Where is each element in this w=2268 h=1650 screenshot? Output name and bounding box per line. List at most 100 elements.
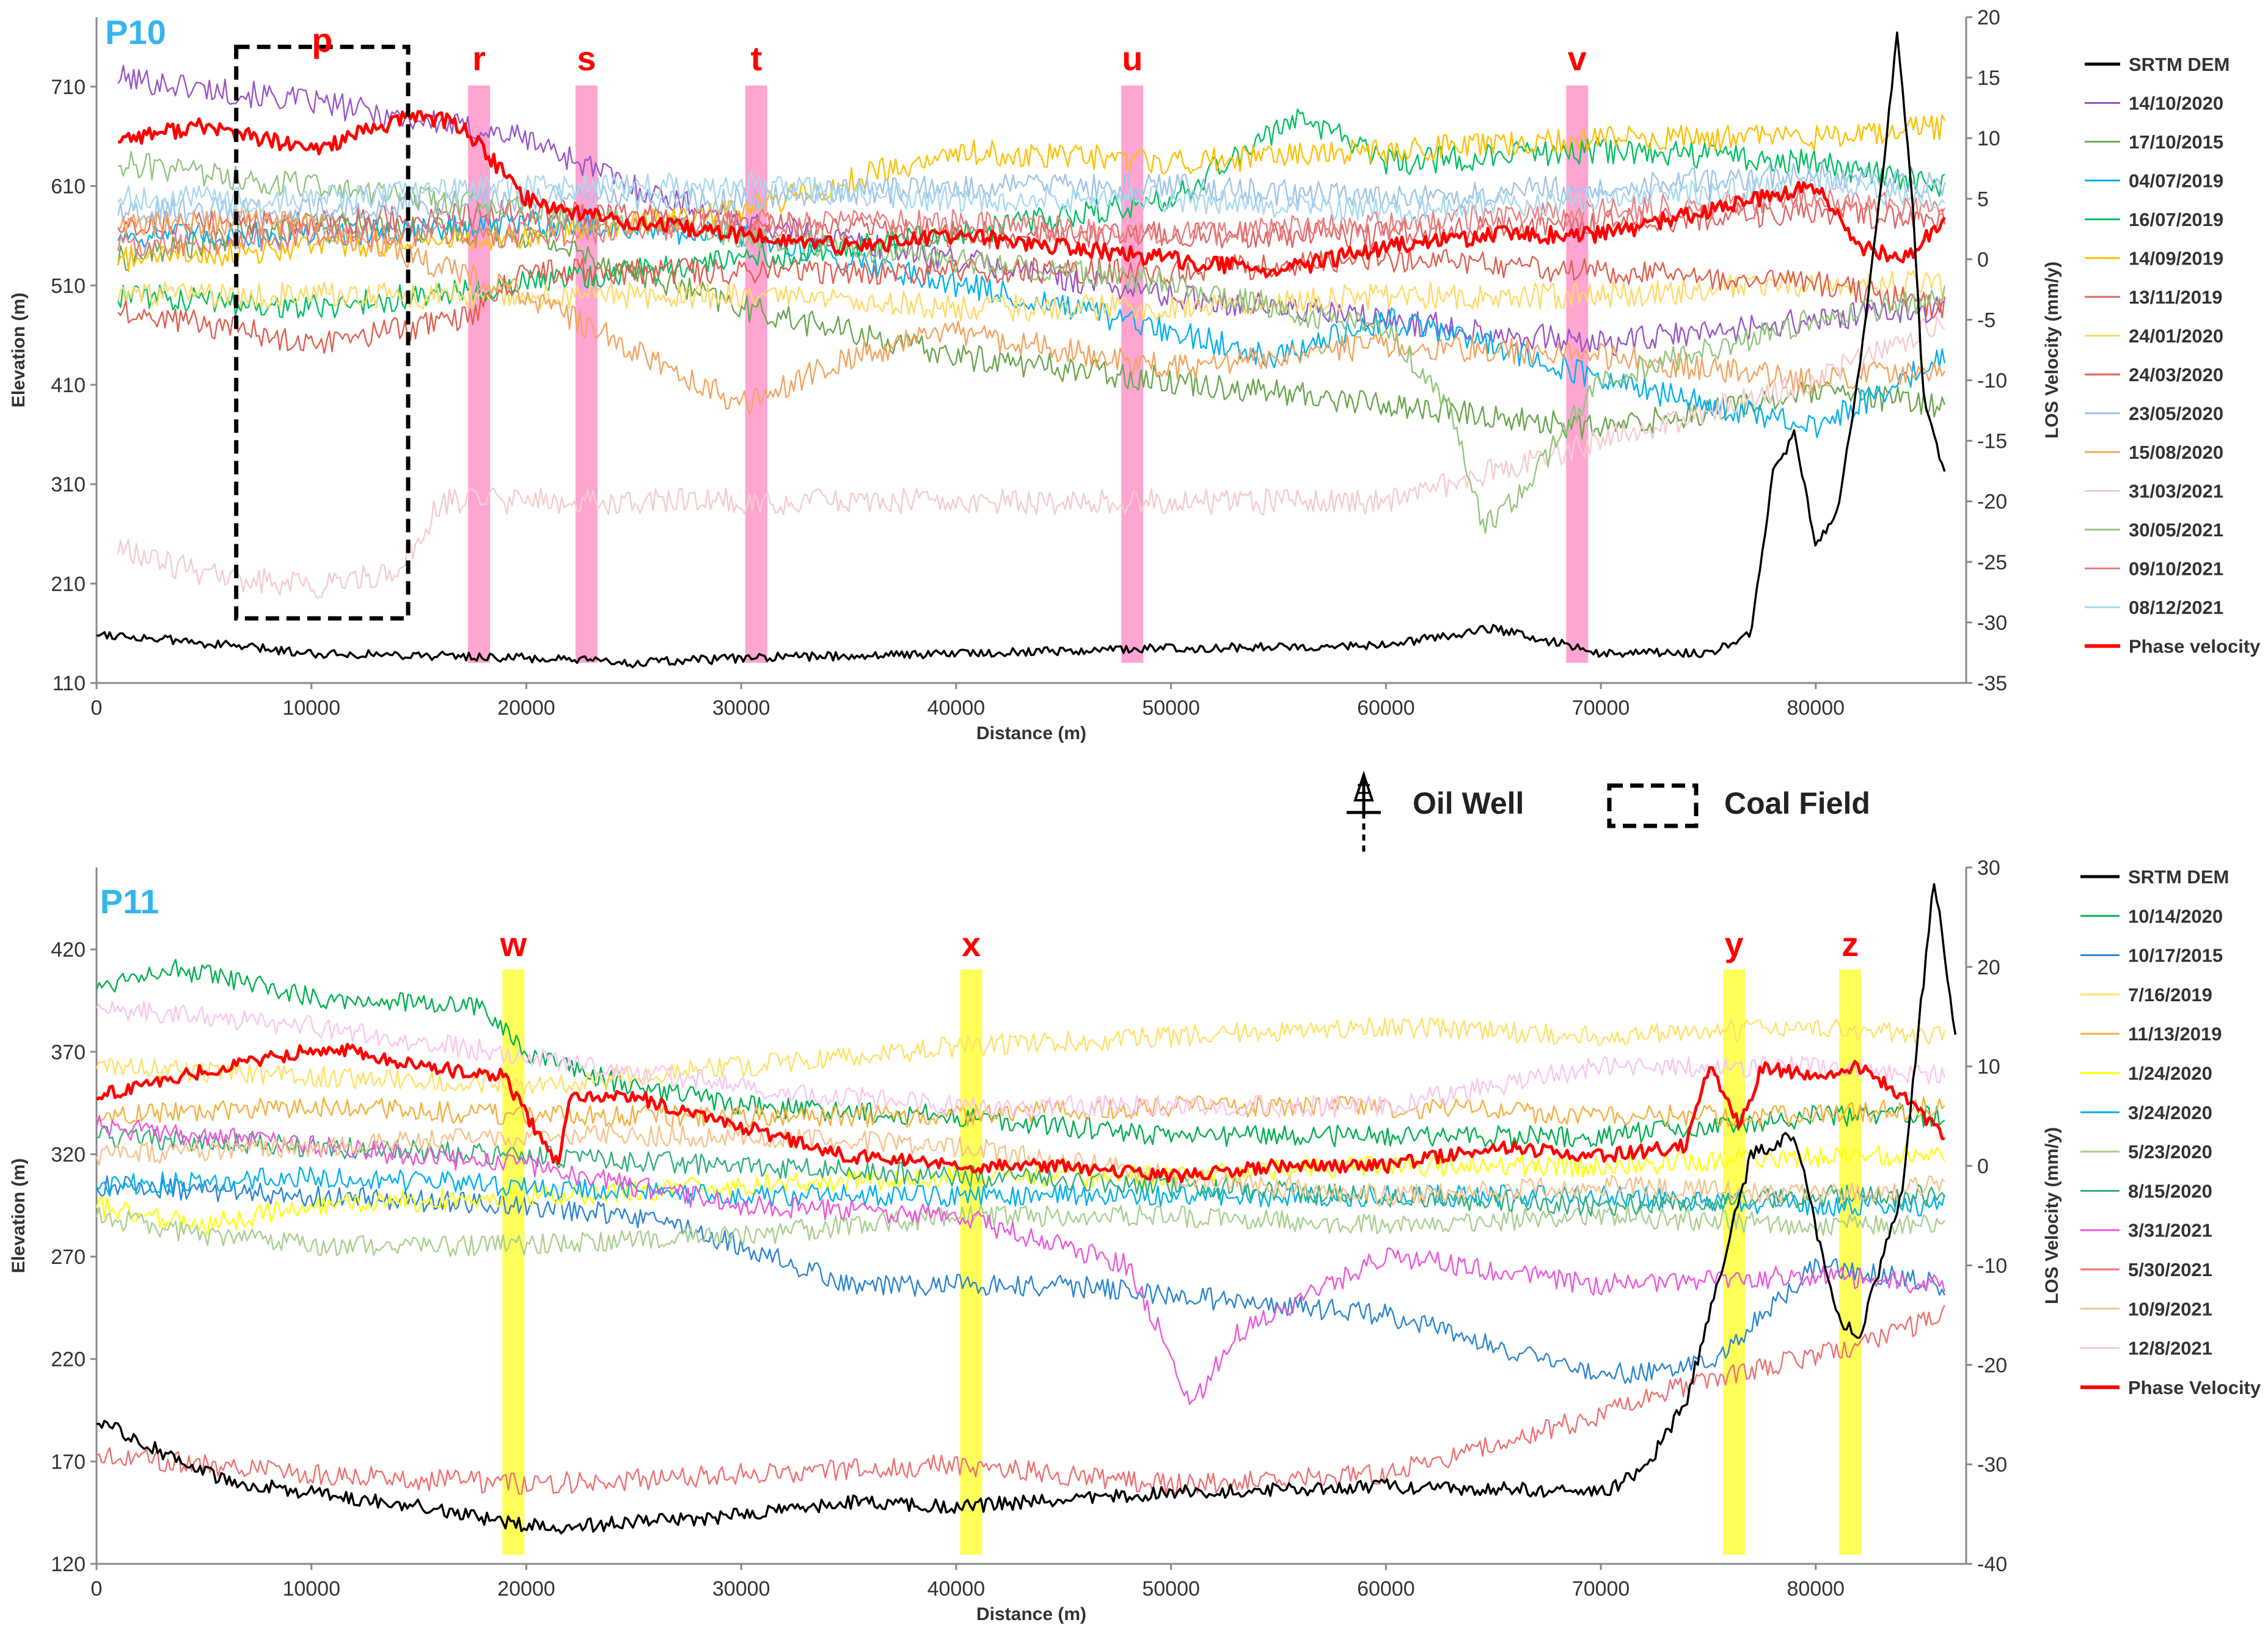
- series-line-7: [95, 1204, 1945, 1257]
- legend-label: 23/05/2020: [2129, 403, 2223, 425]
- series-line-8: [117, 246, 1945, 354]
- x-tick-label: 50000: [1142, 1577, 1200, 1601]
- panel-label: P10: [105, 13, 166, 51]
- x-tick-label: 30000: [712, 1577, 770, 1601]
- legend-item: 12/8/2021: [2080, 1338, 2212, 1359]
- right-tick-label: -10: [1977, 370, 2007, 393]
- legend-item: 10/17/2015: [2080, 945, 2223, 966]
- series-line-6: [96, 1166, 1945, 1217]
- series-line-5: [117, 114, 1945, 272]
- x-axis-title: Distance (m): [976, 1604, 1086, 1624]
- legend-label: Phase velocity: [2129, 636, 2261, 657]
- highlight-band-y: [1723, 969, 1746, 1555]
- series-line-9: [95, 1115, 1945, 1405]
- legend-item: 08/12/2021: [2085, 597, 2223, 618]
- x-axis-title: Distance (m): [976, 723, 1086, 743]
- right-tick-label: 10: [1977, 1056, 2000, 1079]
- left-tick-label: 310: [51, 473, 86, 497]
- legend-label: 12/8/2021: [2128, 1338, 2212, 1359]
- coal-field-label: p: [312, 21, 332, 59]
- x-tick-label: 0: [91, 696, 103, 720]
- x-tick-label: 10000: [282, 696, 340, 720]
- left-tick-label: 220: [51, 1348, 86, 1371]
- left-tick-label: 510: [51, 274, 86, 298]
- right-tick-label: 20: [1977, 6, 2000, 29]
- series-line-2: [117, 211, 1945, 440]
- legend-label: 11/13/2019: [2128, 1023, 2222, 1045]
- right-axis-title: LOS Velocity (mm/y): [2042, 1127, 2062, 1304]
- right-axis-title: LOS Velocity (mm/y): [2042, 261, 2062, 439]
- right-tick-label: -30: [1977, 1453, 2007, 1477]
- left-axis-title: Elevation (m): [9, 1158, 29, 1273]
- right-tick-label: 0: [1977, 248, 1989, 271]
- dem-line: [96, 31, 1946, 669]
- right-tick-label: -5: [1977, 308, 1995, 332]
- x-tick-label: 60000: [1357, 1577, 1415, 1601]
- legend-label: 15/08/2020: [2129, 442, 2223, 463]
- x-tick-label: 50000: [1142, 696, 1200, 720]
- legend-item: 8/15/2020: [2080, 1180, 2212, 1202]
- x-tick-label: 70000: [1572, 1577, 1630, 1601]
- legend-item: 3/31/2021: [2080, 1220, 2212, 1241]
- right-tick-label: 10: [1977, 127, 2000, 150]
- legend-label: 3/24/2020: [2128, 1102, 2212, 1123]
- band-label-r: r: [472, 39, 486, 78]
- x-tick-label: 30000: [712, 696, 770, 720]
- legend-item: 1/24/2020: [2080, 1063, 2212, 1084]
- right-tick-label: -15: [1977, 430, 2007, 453]
- series-line-12: [96, 1000, 1945, 1118]
- left-tick-label: 370: [51, 1041, 86, 1064]
- series-line-1: [117, 65, 1945, 356]
- legend-label: 10/9/2021: [2128, 1298, 2212, 1320]
- highlight-band-w: [502, 969, 525, 1555]
- band-label-y: y: [1725, 925, 1744, 963]
- right-tick-label: 15: [1977, 67, 2000, 90]
- legend-item: 23/05/2020: [2085, 403, 2223, 425]
- coal-field-label: Coal Field: [1724, 786, 1870, 820]
- series-line-4: [96, 1094, 1945, 1128]
- right-tick-label: -40: [1977, 1553, 2007, 1576]
- legend-item: 10/9/2021: [2080, 1298, 2212, 1320]
- band-label-x: x: [962, 925, 981, 963]
- legend-item: 04/07/2019: [2085, 170, 2223, 192]
- legend-item: 11/13/2019: [2080, 1023, 2222, 1045]
- series-line-6: [117, 198, 1945, 249]
- series-line-1: [95, 958, 1945, 1148]
- left-tick-label: 420: [51, 938, 86, 962]
- left-tick-label: 270: [51, 1246, 86, 1269]
- x-tick-label: 70000: [1572, 696, 1630, 720]
- x-tick-label: 40000: [927, 696, 986, 720]
- x-tick-label: 0: [91, 1577, 103, 1601]
- legend-item: 14/10/2020: [2085, 93, 2223, 114]
- legend-item: 15/08/2020: [2085, 442, 2223, 463]
- legend-item: 24/01/2020: [2085, 326, 2223, 347]
- legend-item: 09/10/2021: [2085, 558, 2223, 580]
- phase-velocity-line: [95, 1043, 1945, 1183]
- x-tick-label: 80000: [1787, 1577, 1845, 1601]
- series-line-3: [117, 211, 1945, 438]
- band-label-z: z: [1842, 925, 1859, 963]
- highlight-band-x: [960, 969, 982, 1555]
- oil-well-icon: [1347, 770, 1381, 852]
- left-tick-label: 120: [51, 1553, 86, 1576]
- legend-item: 16/07/2019: [2085, 209, 2223, 230]
- panel-p10: 0 10000 20000 30000 40000 50000 60000 70000 8000…: [9, 6, 2261, 743]
- legend-label: 5/23/2020: [2128, 1141, 2212, 1163]
- highlight-band-r: [468, 86, 491, 663]
- x-tick-label: 40000: [927, 1577, 986, 1601]
- legend-label: SRTM DEM: [2128, 866, 2229, 888]
- x-tick-label: 60000: [1357, 696, 1415, 720]
- legend-label: 16/07/2019: [2129, 209, 2223, 230]
- right-tick-label: 20: [1977, 956, 2000, 979]
- series-line-10: [96, 1305, 1945, 1495]
- panel-label: P11: [100, 882, 159, 921]
- legend-label: 14/09/2019: [2129, 248, 2223, 269]
- x-tick-label: 20000: [497, 696, 555, 720]
- legend-label: 3/31/2021: [2128, 1220, 2212, 1241]
- legend-label: 31/03/2021: [2129, 481, 2223, 502]
- legend-label: 08/12/2021: [2129, 597, 2223, 618]
- left-tick-label: 110: [53, 672, 86, 695]
- left-tick-label: 610: [51, 175, 86, 199]
- band-label-t: t: [750, 39, 762, 78]
